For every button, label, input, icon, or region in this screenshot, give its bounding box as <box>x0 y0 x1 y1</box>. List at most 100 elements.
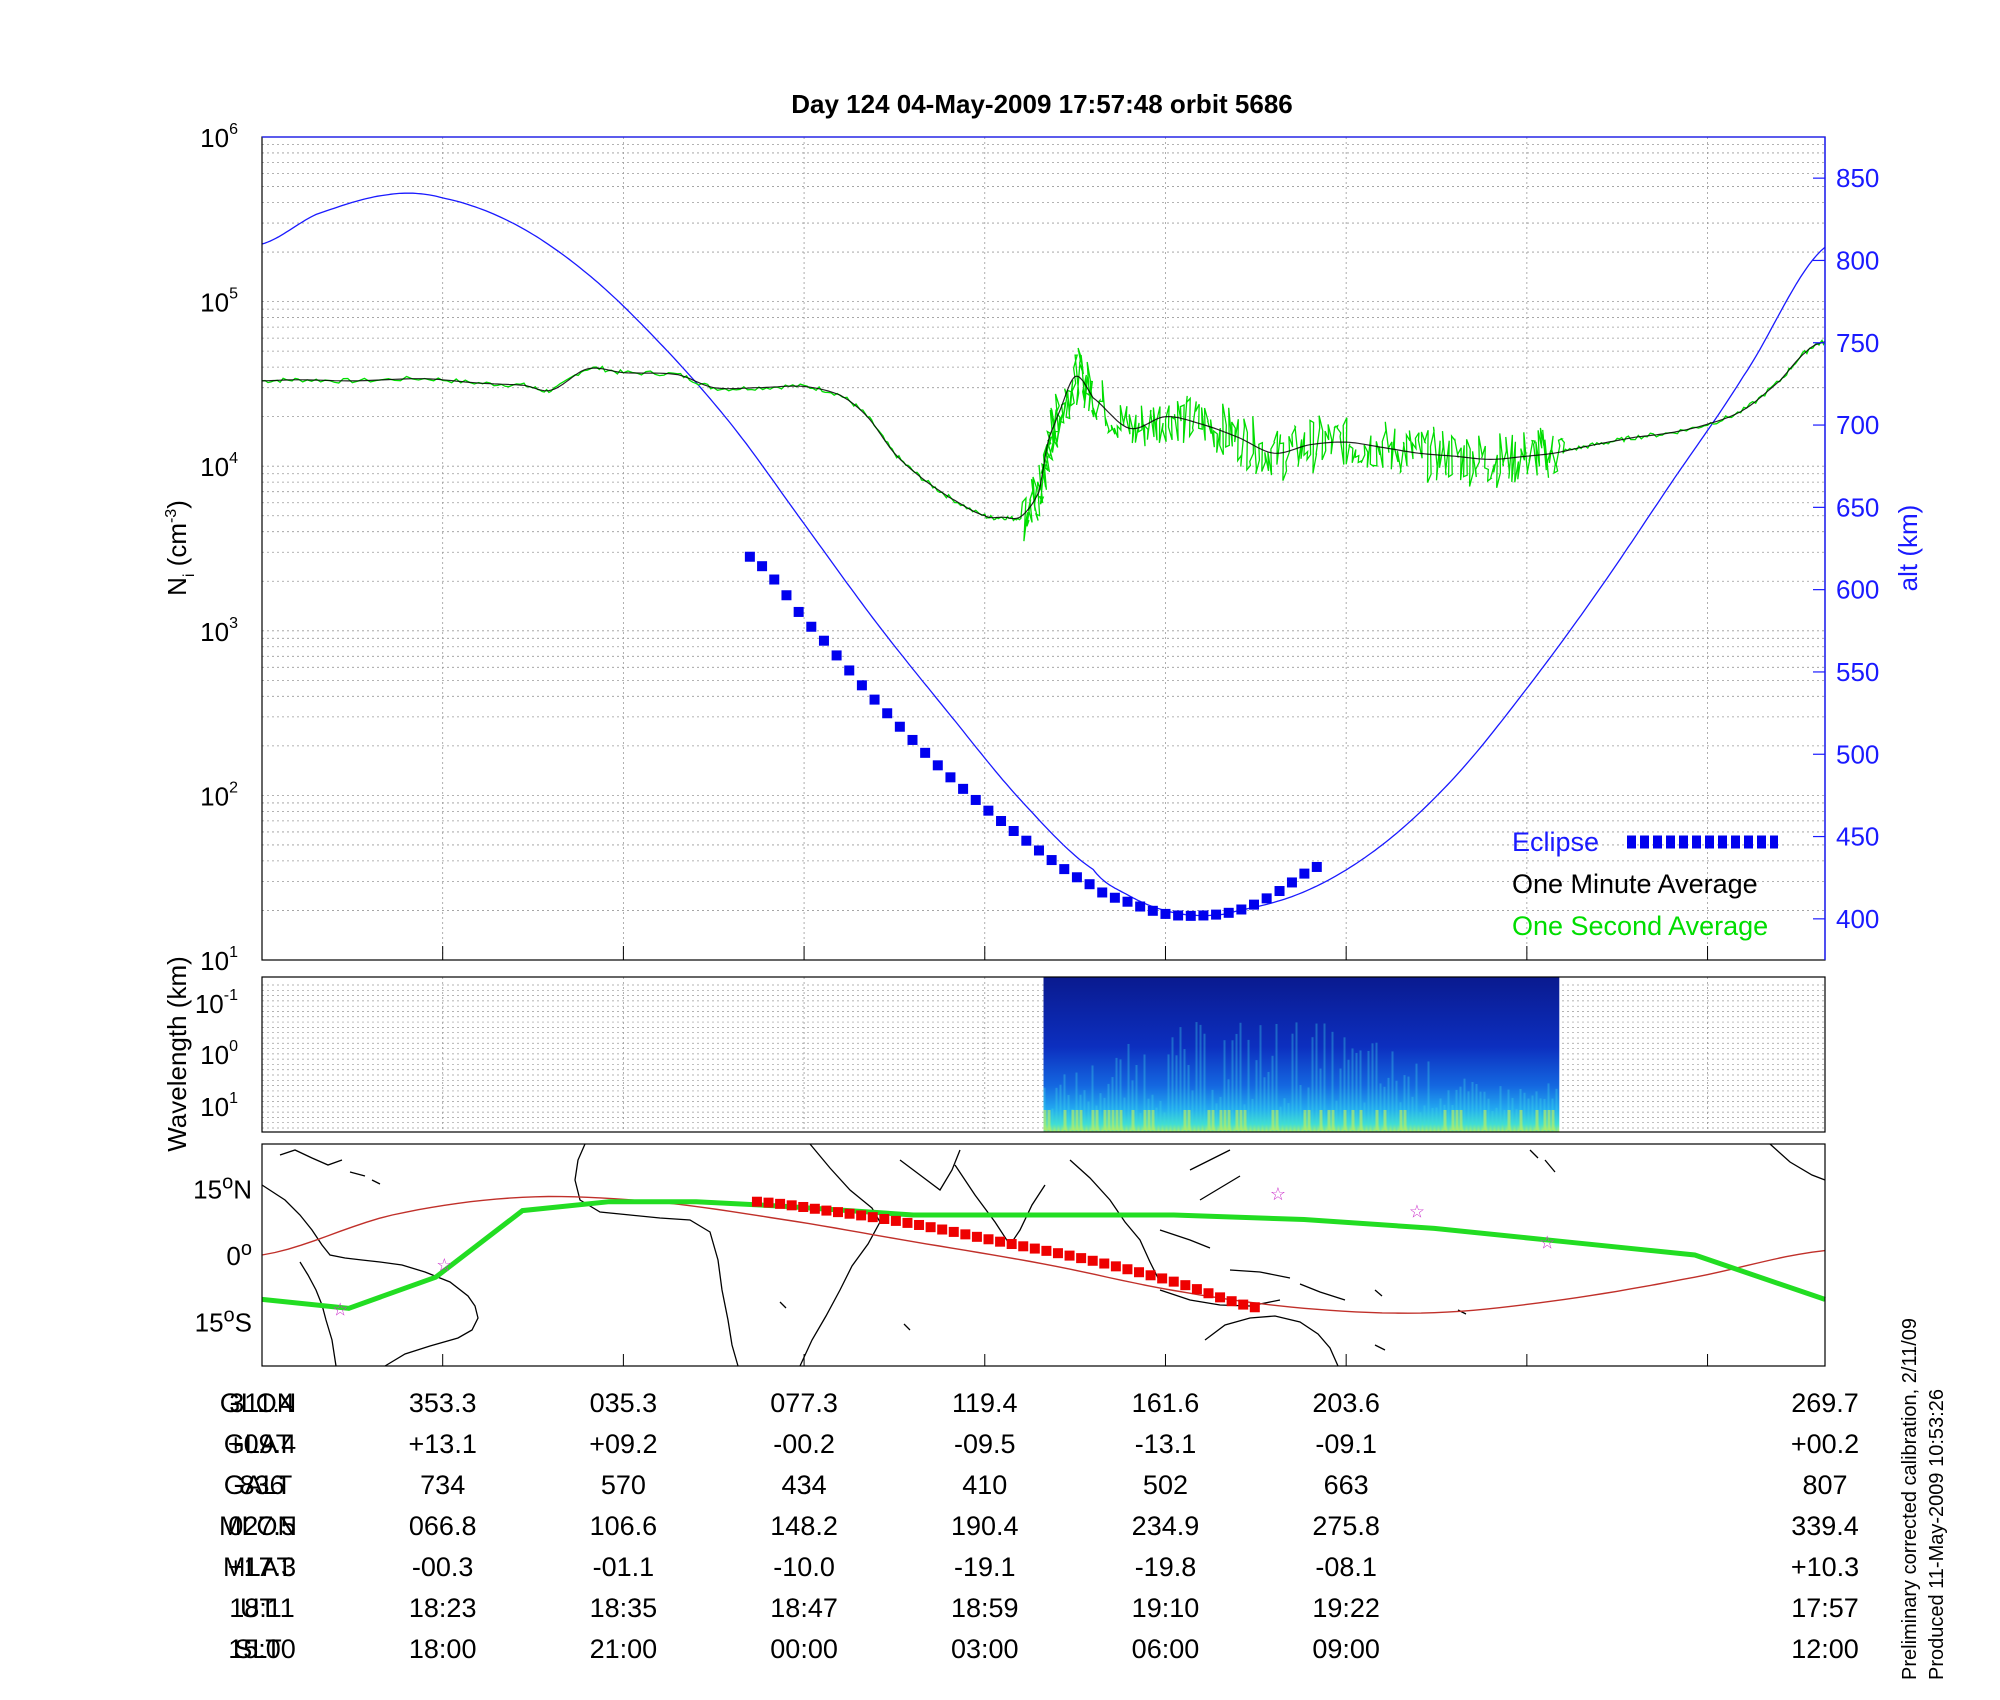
spectrogram-streak <box>1547 1110 1551 1130</box>
spectrogram-streak <box>1539 1098 1542 1132</box>
spectrogram-streak <box>1143 1110 1147 1130</box>
map-y-tick-label: 0o <box>226 1238 252 1271</box>
spectrogram-streak <box>1395 1080 1398 1132</box>
spectrogram-streak <box>1043 1087 1046 1132</box>
density-gridlines <box>262 144 1825 961</box>
spectrogram-streak <box>1247 1039 1250 1132</box>
eclipse-marker <box>856 680 867 691</box>
eclipse-marker <box>1033 845 1044 856</box>
table-cell: 161.6 <box>1132 1388 1200 1418</box>
spectrogram-streak <box>1303 1110 1307 1130</box>
map-eclipse-marker <box>856 1210 867 1221</box>
eclipse-marker <box>1198 910 1209 921</box>
spectrogram-streak <box>1131 1080 1134 1132</box>
spectrogram-streak <box>1295 1022 1298 1132</box>
star-marker: ☆ <box>1409 1202 1425 1222</box>
table-cell: 066.8 <box>409 1511 477 1541</box>
spectrogram-streak <box>1227 1110 1231 1130</box>
table-cell: -08.1 <box>1315 1552 1377 1582</box>
spectrogram-streak <box>1487 1098 1490 1132</box>
spectrogram-y-tick-label: 101 <box>200 1090 238 1122</box>
spectrogram-streak <box>1527 1098 1530 1132</box>
spectrogram-streak <box>1167 1054 1170 1132</box>
coastline-australia <box>1204 1315 1339 1367</box>
map-eclipse-marker <box>786 1200 797 1211</box>
coastline-africa <box>574 1143 739 1367</box>
spectrogram-streak <box>1235 1033 1238 1132</box>
spectrogram-streak <box>1075 1072 1078 1132</box>
map-eclipse-marker <box>925 1222 936 1233</box>
eclipse-marker <box>844 665 855 676</box>
table-cell: 18:35 <box>590 1593 658 1623</box>
spectrogram-streak <box>1115 1057 1118 1132</box>
table-cell: +09.4 <box>228 1429 296 1459</box>
spectrogram-streak <box>1423 1105 1426 1132</box>
spectrogram-streak <box>1119 1059 1122 1132</box>
eclipse-marker <box>1021 835 1032 846</box>
spectrogram-streak <box>1383 1110 1387 1130</box>
eclipse-marker <box>1160 908 1171 919</box>
density-y-tick-label: 101 <box>200 944 238 976</box>
table-cell: -09.1 <box>1315 1429 1377 1459</box>
spectrogram-streak <box>1235 1110 1239 1130</box>
spectrogram-streak <box>1439 1098 1442 1132</box>
map-eclipse-marker <box>1099 1258 1110 1269</box>
map-eclipse-marker <box>1052 1248 1063 1259</box>
calibration-note: Preliminary corrected calibration, 2/11/… <box>1899 1318 1921 1680</box>
map-eclipse-marker <box>1018 1241 1029 1252</box>
eclipse-marker <box>932 760 943 771</box>
density-panel: 101 102 103 104 105 106 400 450 500 550 600 650 700… <box>162 121 1923 976</box>
spectrogram-streak <box>1143 1054 1146 1132</box>
eclipse-marker <box>907 734 918 745</box>
map-eclipse-marker <box>1029 1243 1040 1254</box>
spectrogram-streak <box>1251 1098 1254 1132</box>
map-eclipse-marker <box>1157 1273 1168 1284</box>
eclipse-marker <box>1147 905 1158 916</box>
table-cell: 03:00 <box>951 1634 1019 1664</box>
eclipse-marker <box>1274 886 1285 897</box>
spectrogram-streak <box>1351 1110 1355 1130</box>
altitude-y-tick-label: 400 <box>1836 904 1879 934</box>
spectrogram-streak <box>1187 1110 1191 1130</box>
spectrogram-streak <box>1463 1078 1466 1132</box>
table-cell: 807 <box>1802 1470 1847 1500</box>
spectrogram-streak <box>1215 1103 1218 1132</box>
spectrogram-streak <box>1095 1110 1099 1130</box>
eclipse-marker <box>1249 899 1260 910</box>
spectrogram-streak <box>1351 1048 1354 1132</box>
legend-one-second-label: One Second Average <box>1512 911 1768 941</box>
spectrogram-streak <box>1243 1110 1247 1130</box>
eclipse-marker <box>1211 909 1222 920</box>
spectrogram-streak <box>1347 1059 1350 1132</box>
map-y-ticks: 15oN 0o 15oS <box>193 1171 1709 1366</box>
spectrogram-streak <box>1219 1110 1223 1130</box>
map-eclipse-marker <box>995 1236 1006 1247</box>
eclipse-marker <box>983 805 994 816</box>
spectrogram-streak <box>1139 1113 1142 1132</box>
spectrogram-streak <box>1307 1110 1311 1130</box>
table-cell: 275.8 <box>1312 1511 1380 1541</box>
eclipse-marker <box>1097 887 1108 898</box>
coastline-africa-east <box>799 1143 881 1367</box>
table-cell: 190.4 <box>951 1511 1019 1541</box>
spectrogram-streak <box>1187 1064 1190 1132</box>
spectrogram-streak <box>1499 1086 1502 1132</box>
star-marker: ☆ <box>332 1299 348 1319</box>
map-stars: ☆ ☆ ☆ ☆ ☆ <box>332 1184 1555 1319</box>
spectrogram-streak <box>1075 1110 1079 1130</box>
spectrogram-streak <box>1195 1022 1198 1132</box>
spectrogram-streak <box>1475 1083 1478 1132</box>
spectrogram-streak <box>1151 1110 1155 1130</box>
spectrogram-streak <box>1399 1110 1403 1130</box>
eclipse-marker <box>757 561 768 572</box>
table-cell: -00.3 <box>412 1552 474 1582</box>
altitude-y-label: alt (km) <box>1893 505 1923 592</box>
table-cell: +17.3 <box>228 1552 296 1582</box>
table-cell: -00.2 <box>773 1429 835 1459</box>
coastlines <box>261 1143 1826 1367</box>
eclipse-markers <box>744 551 1322 921</box>
spectrogram-streak <box>1319 1110 1323 1130</box>
spectrogram-streak <box>1331 1110 1335 1130</box>
spectrogram-streak <box>1179 1027 1182 1132</box>
map-eclipse-marker <box>751 1196 762 1207</box>
